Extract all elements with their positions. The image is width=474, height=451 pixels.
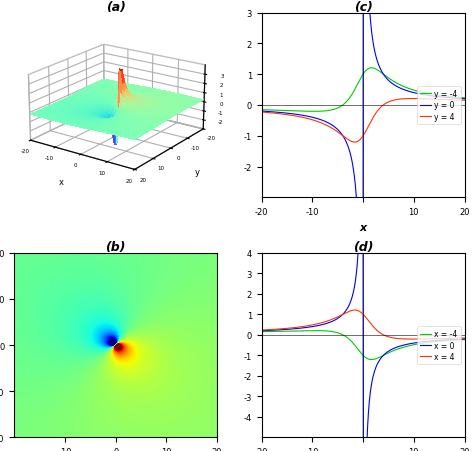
y = 0 <box>381 72 386 78</box>
y = -4 <box>337 105 342 110</box>
y = -4 <box>311 109 317 115</box>
y = 0 <box>337 129 342 134</box>
x = 0 <box>462 336 467 342</box>
y = 0 <box>410 91 416 96</box>
y = -4 <box>426 92 431 97</box>
X-axis label: x: x <box>59 177 64 186</box>
x = -4 <box>311 328 317 334</box>
x = 0 <box>410 341 416 346</box>
x = 0 <box>391 346 397 351</box>
y = 4 <box>296 115 301 120</box>
x = -4 <box>369 357 374 363</box>
x = 4 <box>337 314 342 319</box>
Line: x = -4: x = -4 <box>262 331 465 360</box>
Legend: y = -4, y = 0, y = 4: y = -4, y = 0, y = 4 <box>417 87 461 124</box>
x = 4 <box>296 325 301 330</box>
x = 0 <box>356 240 362 246</box>
x = -4 <box>426 340 431 345</box>
x = 0 <box>337 315 342 320</box>
Title: (b): (b) <box>105 240 126 253</box>
y = -4 <box>369 66 374 71</box>
y = 4 <box>337 131 342 136</box>
y = 4 <box>381 103 386 108</box>
Legend: x = -4, x = 0, x = 4: x = -4, x = 0, x = 4 <box>417 327 461 364</box>
x = 0 <box>259 328 264 334</box>
y = 4 <box>462 98 467 104</box>
x = 4 <box>381 332 386 338</box>
y = 0 <box>355 211 360 216</box>
x = 4 <box>352 308 357 313</box>
x = 0 <box>296 326 301 331</box>
x = 0 <box>381 353 386 358</box>
y = 0 <box>391 83 397 88</box>
Title: (d): (d) <box>353 240 374 253</box>
y = 0 <box>462 97 467 102</box>
y = 4 <box>409 97 415 102</box>
Line: y = 4: y = 4 <box>262 99 465 143</box>
x = -4 <box>337 331 342 336</box>
x = 4 <box>462 336 467 341</box>
x = -4 <box>381 353 386 358</box>
x = -4 <box>259 329 264 335</box>
y = 4 <box>352 140 357 146</box>
x = 4 <box>259 327 264 333</box>
x = 4 <box>391 336 396 341</box>
y = 0 <box>360 0 366 1</box>
y = -4 <box>462 96 467 101</box>
y = 4 <box>259 110 264 115</box>
y = -4 <box>259 108 264 113</box>
x = 0 <box>360 445 366 451</box>
Title: (c): (c) <box>354 0 373 14</box>
y = 4 <box>410 97 416 102</box>
x = -4 <box>462 337 467 342</box>
Line: y = -4: y = -4 <box>262 69 465 112</box>
y = -4 <box>296 109 301 115</box>
y = 0 <box>259 109 264 115</box>
Line: x = 4: x = 4 <box>262 310 465 339</box>
y = -4 <box>381 72 386 78</box>
y = 4 <box>426 97 431 102</box>
x = 0 <box>426 339 431 344</box>
X-axis label: x: x <box>360 222 367 232</box>
y = 4 <box>391 98 396 104</box>
Line: x = 0: x = 0 <box>262 243 465 448</box>
Y-axis label: y: y <box>195 167 200 176</box>
x = 4 <box>426 336 431 342</box>
x = -4 <box>391 348 397 354</box>
y = -4 <box>391 79 397 85</box>
y = 0 <box>426 93 431 99</box>
Title: (a): (a) <box>106 0 126 14</box>
y = -4 <box>410 88 416 93</box>
x = -4 <box>296 328 301 334</box>
x = -4 <box>410 342 416 348</box>
y = 0 <box>296 113 301 118</box>
Line: y = 0: y = 0 <box>262 0 465 213</box>
x = 4 <box>410 336 416 342</box>
x = 4 <box>409 336 415 342</box>
